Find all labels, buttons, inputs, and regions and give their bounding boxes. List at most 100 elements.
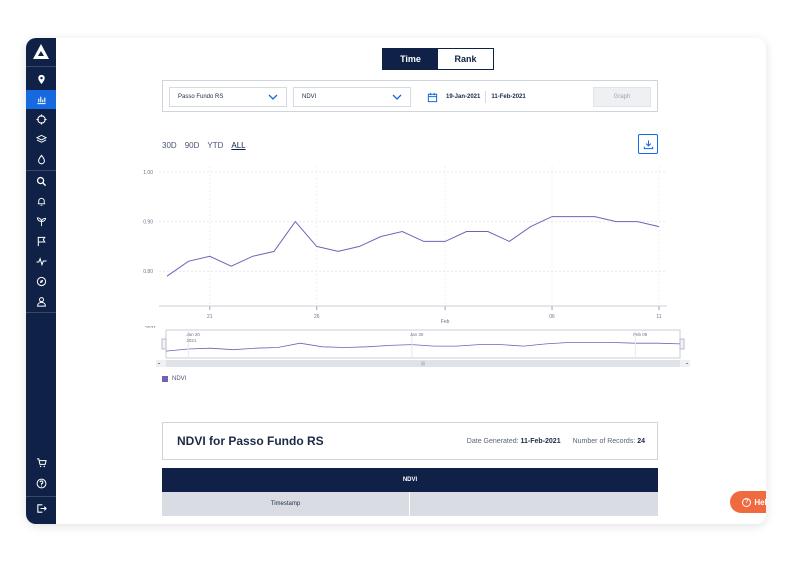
date-generated: Date Generated: 11-Feb-2021	[466, 438, 561, 445]
data-point	[358, 245, 360, 247]
download-button[interactable]	[638, 134, 658, 154]
sidebar-divider	[26, 312, 56, 313]
navigator-label: Jan 20	[186, 332, 200, 337]
table-header: NDVI	[162, 468, 658, 492]
sidebar	[26, 38, 56, 524]
main-content: Time Rank Passo Fundo RS NDVI 19-Jan-202…	[56, 38, 766, 524]
chevron-down-icon	[392, 94, 402, 100]
index-select[interactable]: NDVI	[293, 87, 411, 107]
date-range-picker[interactable]: 19-Jan-2021 11-Feb-2021	[427, 87, 545, 107]
bar-chart-icon[interactable]	[26, 90, 56, 109]
data-point	[401, 230, 403, 232]
ndvi-series-line	[166, 216, 660, 277]
navigator-year-label: 2021	[186, 338, 197, 343]
y-tick-label: 1.00	[143, 170, 153, 176]
chevron-down-icon	[268, 94, 278, 100]
data-point	[594, 215, 596, 217]
data-point	[658, 225, 660, 227]
app-logo-icon[interactable]	[31, 42, 51, 62]
x-tick-label: 11	[656, 314, 661, 320]
navigator-right-handle	[679, 338, 685, 350]
sidebar-divider	[26, 496, 56, 497]
record-count: Number of Records: 24	[572, 438, 645, 445]
data-point	[529, 225, 531, 227]
range-ytd[interactable]: YTD	[207, 141, 224, 150]
y-tick-label: 0.90	[143, 220, 153, 226]
column-timestamp[interactable]: Timestamp	[162, 492, 410, 516]
navigator-series-line	[165, 342, 681, 352]
ndvi-line-chart[interactable]: 1.000.900.802126Feb06112021NDVI	[132, 158, 688, 328]
user-icon[interactable]	[26, 292, 56, 311]
data-point	[209, 255, 211, 257]
data-point	[422, 240, 424, 242]
start-date[interactable]: 19-Jan-2021	[446, 94, 481, 100]
range-90d[interactable]: 90D	[184, 141, 200, 150]
calendar-icon	[427, 92, 438, 102]
cart-icon[interactable]	[26, 453, 56, 472]
data-point	[572, 215, 574, 217]
data-point	[294, 220, 296, 222]
x-tick-label: 26	[314, 314, 320, 320]
navigator-label: Feb 09	[633, 332, 648, 337]
sidebar-divider	[26, 66, 56, 67]
data-point	[337, 250, 339, 252]
range-all[interactable]: ALL	[231, 141, 246, 150]
column-value[interactable]	[410, 492, 658, 516]
data-point	[465, 230, 467, 232]
data-point	[316, 245, 318, 247]
data-point	[444, 240, 446, 242]
help-circle-icon[interactable]	[26, 474, 56, 493]
sprout-icon[interactable]	[26, 212, 56, 231]
bell-icon[interactable]	[26, 192, 56, 211]
data-point	[508, 240, 510, 242]
view-toggle: Time Rank	[382, 48, 494, 70]
graph-button[interactable]: Graph	[593, 87, 651, 107]
data-point	[551, 215, 553, 217]
data-point	[166, 275, 168, 277]
legend-swatch	[162, 376, 168, 382]
compass-icon[interactable]	[26, 272, 56, 291]
help-button[interactable]: ? Help	[730, 491, 766, 513]
layers-icon[interactable]	[26, 130, 56, 149]
rank-tab[interactable]: Rank	[438, 49, 493, 69]
droplet-icon[interactable]	[26, 150, 56, 169]
x-tick-label: 06	[549, 314, 555, 320]
data-point	[636, 220, 638, 222]
end-date[interactable]: 11-Feb-2021	[491, 94, 526, 100]
data-point	[273, 250, 275, 252]
navigator-label: Jan 30	[410, 332, 424, 337]
range-30d[interactable]: 30D	[162, 141, 177, 150]
help-label: Help	[754, 497, 766, 507]
logout-icon[interactable]	[26, 499, 56, 518]
data-point	[487, 230, 489, 232]
time-tab[interactable]: Time	[383, 49, 438, 69]
search-icon[interactable]	[26, 172, 56, 191]
y-tick-label: 0.80	[143, 269, 153, 275]
chart-legend[interactable]: NDVI	[162, 376, 186, 382]
filter-bar: Passo Fundo RS NDVI 19-Jan-2021 11-Feb-2…	[162, 80, 658, 112]
crosshair-icon[interactable]	[26, 110, 56, 129]
question-icon: ?	[742, 497, 752, 507]
x-tick-label: 21	[207, 314, 213, 320]
report-header: NDVI for Passo Fundo RS Date Generated: …	[162, 422, 658, 460]
chart-navigator[interactable]: Jan 20 Jan 30 Feb 09 2021	[156, 328, 690, 370]
data-point	[380, 235, 382, 237]
table-column-headers: Timestamp	[162, 492, 658, 516]
legend-label: NDVI	[172, 376, 187, 382]
pulse-icon[interactable]	[26, 252, 56, 271]
download-icon	[643, 139, 653, 149]
sidebar-divider	[26, 170, 56, 171]
range-selector: 30D 90D YTD ALL	[162, 141, 246, 150]
location-pin-icon[interactable]	[26, 70, 56, 89]
navigator-scrollbar-thumb	[166, 360, 680, 367]
report-title: NDVI for Passo Fundo RS	[177, 434, 324, 448]
flag-icon[interactable]	[26, 232, 56, 251]
x-year-label: 2021	[145, 326, 156, 328]
location-select-value: Passo Fundo RS	[178, 94, 224, 100]
data-point	[230, 265, 232, 267]
data-point	[251, 255, 253, 257]
report-meta: Date Generated: 11-Feb-2021 Number of Re…	[467, 438, 645, 445]
date-divider	[485, 91, 487, 103]
location-select[interactable]: Passo Fundo RS	[169, 87, 287, 107]
scroll-grip-icon	[421, 361, 425, 366]
